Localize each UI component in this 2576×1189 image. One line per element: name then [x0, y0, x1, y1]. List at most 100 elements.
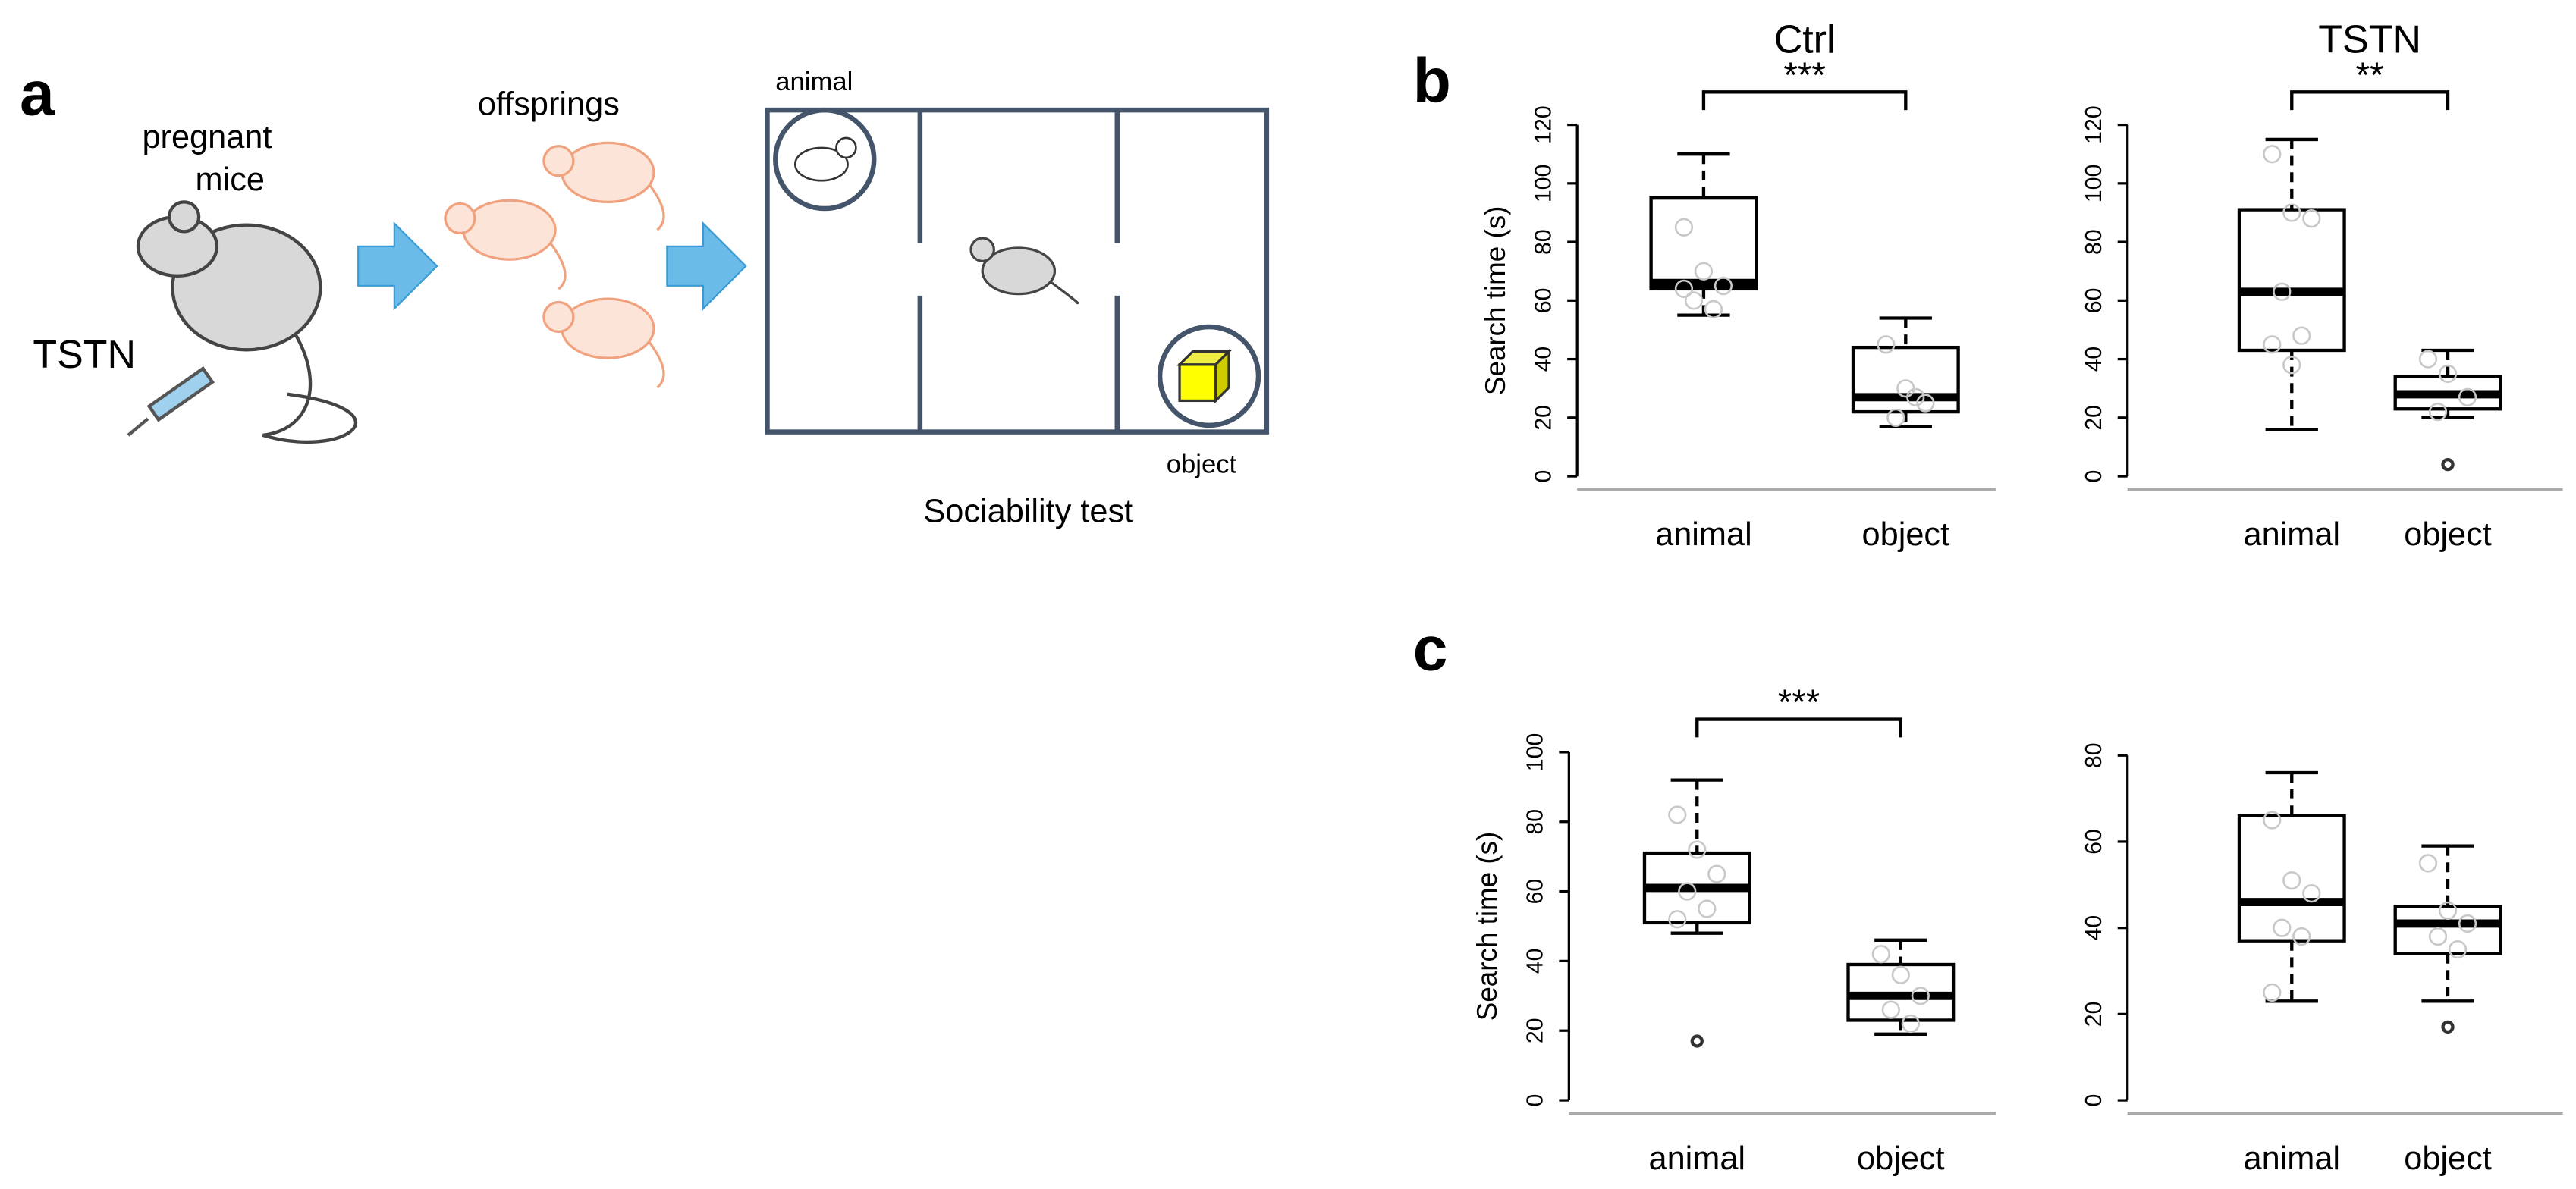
y-tick-label: 20	[1523, 1018, 1548, 1043]
syringe-icon	[127, 366, 215, 437]
y-tick-label: 20	[2081, 1001, 2106, 1027]
data-point	[2438, 364, 2458, 384]
data-point	[2263, 811, 2282, 830]
y-tick-label: 120	[1531, 105, 1557, 144]
box	[1649, 196, 1758, 291]
y-tick-label: 0	[1531, 470, 1557, 483]
mouse-icon	[793, 136, 857, 182]
data-point	[2263, 145, 2282, 164]
y-tick-label: 20	[2081, 405, 2106, 431]
significance-label: ***	[1783, 55, 1826, 96]
data-point	[1694, 262, 1714, 281]
data-point	[2302, 884, 2321, 903]
significance-label: **	[2356, 55, 2384, 96]
y-tick-label: 60	[2081, 287, 2106, 313]
outlier	[1690, 1034, 1704, 1048]
data-point	[2428, 927, 2448, 946]
x-tick-label: object	[2404, 1140, 2492, 1177]
data-point	[1704, 300, 1723, 319]
y-tick-label: 60	[1523, 879, 1548, 905]
data-point	[2418, 350, 2438, 369]
data-point	[1901, 1014, 1920, 1034]
y-tick-label: 100	[1531, 165, 1557, 203]
y-tick-label: 40	[1531, 347, 1557, 372]
y-axis-label: Search time (s)	[1480, 206, 1511, 395]
data-point	[1707, 864, 1726, 883]
x-tick-label: animal	[1648, 1140, 1745, 1177]
data-point	[1906, 387, 1925, 406]
data-point	[2448, 940, 2468, 959]
diagram-label: offsprings	[478, 86, 620, 123]
diagram-label: animal	[775, 67, 853, 96]
y-tick-label: 80	[2081, 742, 2106, 768]
box	[2237, 208, 2346, 353]
data-point	[2282, 871, 2301, 890]
y-tick-label: 0	[1523, 1094, 1548, 1107]
data-point	[2263, 983, 2282, 1002]
y-tick-label: 40	[2081, 347, 2106, 372]
data-point	[1886, 408, 1905, 427]
data-point	[2302, 209, 2321, 228]
data-point	[1891, 965, 1910, 984]
data-point	[2438, 901, 2458, 921]
y-tick-label: 100	[2081, 165, 2106, 203]
y-tick-label: 80	[2081, 229, 2106, 255]
y-axis-label: Search time (s)	[1472, 832, 1503, 1021]
significance-bracket	[2290, 90, 2450, 111]
significance-label: ***	[1778, 682, 1820, 723]
y-tick-label: 40	[1523, 949, 1548, 974]
data-point	[2292, 326, 2311, 345]
data-point	[1678, 882, 1697, 901]
data-point	[1714, 276, 1733, 296]
sociability-chamber	[765, 107, 1270, 435]
data-point	[2282, 203, 2301, 222]
x-tick-label: object	[2404, 516, 2492, 553]
y-tick-label: 80	[1531, 229, 1557, 255]
data-point	[1668, 805, 1687, 824]
panel-label: b	[1413, 46, 1451, 115]
panel-label: c	[1413, 615, 1448, 684]
data-point	[1668, 910, 1687, 929]
y-tick-label: 80	[1523, 809, 1548, 835]
y-tick-label: 0	[2081, 470, 2106, 483]
outlier	[2441, 457, 2455, 472]
data-point	[2418, 854, 2438, 873]
y-tick-label: 100	[1523, 733, 1548, 772]
box	[2393, 905, 2502, 955]
data-point	[2263, 335, 2282, 354]
x-tick-label: animal	[1655, 516, 1752, 553]
y-tick-label: 60	[2081, 829, 2106, 855]
x-tick-label: animal	[2243, 516, 2340, 553]
x-tick-label: object	[1862, 516, 1950, 553]
data-point	[1688, 840, 1707, 859]
arrow	[666, 221, 747, 311]
offspring-icons	[444, 141, 665, 389]
data-point	[1916, 394, 1935, 413]
significance-bracket	[1701, 90, 1908, 111]
chart-title: Ctrl	[1774, 17, 1836, 61]
x-tick-label: animal	[2243, 1140, 2340, 1177]
data-point	[2428, 402, 2448, 422]
mouse-icon	[969, 237, 1079, 305]
diagram-label: mice	[196, 162, 265, 198]
chart-title: TSTN	[2318, 17, 2421, 61]
data-point	[2292, 927, 2311, 946]
diagram-label: object	[1167, 450, 1237, 479]
data-point	[1698, 899, 1717, 918]
data-point	[2273, 282, 2292, 301]
y-tick-label: 20	[1531, 405, 1557, 431]
data-point	[1684, 291, 1704, 310]
cube-icon	[1176, 348, 1232, 404]
arrow	[357, 221, 438, 311]
data-point	[1674, 218, 1694, 237]
data-point	[1881, 1000, 1900, 1019]
outlier	[2441, 1020, 2455, 1034]
data-point	[1911, 987, 1930, 1005]
diagram-label: Sociability test	[923, 494, 1133, 530]
significance-bracket	[1695, 717, 1902, 738]
diagram-label: pregnant	[142, 119, 272, 155]
box	[2237, 814, 2346, 943]
data-point	[2458, 914, 2477, 933]
y-tick-label: 60	[1531, 287, 1557, 313]
